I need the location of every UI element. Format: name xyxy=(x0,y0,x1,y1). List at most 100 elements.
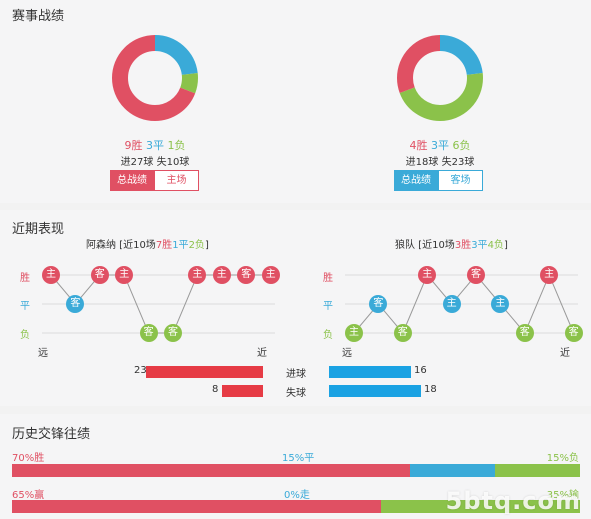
away-goals-for-value: 16 xyxy=(414,365,427,376)
home-form-node-10[interactable]: 主 xyxy=(261,266,280,284)
history-row1-loss-seg xyxy=(494,464,580,477)
away-form-node-3[interactable]: 客 xyxy=(393,324,412,342)
home-form-node-9[interactable]: 客 xyxy=(237,266,256,284)
history-row1-mid: 15%平 xyxy=(282,453,315,464)
home-tab-venue[interactable]: 主场 xyxy=(154,170,199,191)
home-goals-for-bar xyxy=(145,366,263,378)
section-title-history: 历史交锋往绩 xyxy=(12,427,91,442)
home-form-node-4[interactable]: 主 xyxy=(115,266,134,284)
home-goals-for-value: 23 xyxy=(134,365,147,376)
away-goals-for: 进18球 xyxy=(405,157,439,168)
home-row-win: 胜 xyxy=(20,273,30,284)
history-row2-mid: 0%走 xyxy=(284,490,310,501)
away-form-node-9[interactable]: 主 xyxy=(540,266,559,284)
home-losses: 1负 xyxy=(167,139,186,152)
home-recent-losses: 2负 xyxy=(188,240,205,251)
away-goals-against-bar xyxy=(329,385,421,397)
away-recent-draws: 3平 xyxy=(471,240,488,251)
away-form-node-6[interactable]: 客 xyxy=(467,266,485,284)
away-goals-for-bar xyxy=(329,366,411,378)
away-recent-end: ] xyxy=(503,240,508,251)
away-wins: 4胜 xyxy=(409,139,428,152)
away-form-node-2[interactable]: 客 xyxy=(369,295,388,313)
away-row-win: 胜 xyxy=(323,273,333,284)
home-team-label: 阿森纳 [近10场 xyxy=(86,240,156,251)
away-donut-loss-slice xyxy=(397,35,483,121)
history-row1-draw-seg xyxy=(409,464,495,477)
recent-panel: 近期表现 阿森纳 [近10场7胜1平2负] 狼队 [近10场3胜3平4负] 胜 … xyxy=(0,210,591,406)
overall-panel: 赛事战绩 9胜 3平 1负 进27球 失10球 总战绩 主场 4胜 3平 6负 … xyxy=(0,0,591,203)
history-row1-bar xyxy=(12,464,580,477)
away-tab-total[interactable]: 总战绩 xyxy=(394,170,438,191)
home-axis-near: 近 xyxy=(257,348,267,359)
away-donut-win-slice xyxy=(397,35,483,121)
home-form-node-8[interactable]: 主 xyxy=(212,266,231,284)
away-goals-against: 失23球 xyxy=(441,157,475,168)
away-row-draw: 平 xyxy=(323,301,333,312)
away-goals-against-value: 18 xyxy=(424,384,437,395)
home-form-node-3[interactable]: 客 xyxy=(90,266,109,284)
history-row2-right: 35%输 xyxy=(546,490,579,501)
home-donut-win-slice xyxy=(112,35,198,121)
home-form-node-2[interactable]: 客 xyxy=(66,295,85,313)
history-row2-win-seg xyxy=(12,500,382,513)
home-goals-against: 失10球 xyxy=(156,157,190,168)
home-form-node-5[interactable]: 客 xyxy=(139,324,158,342)
home-goals-for: 进27球 xyxy=(120,157,154,168)
away-form-node-8[interactable]: 客 xyxy=(515,324,534,342)
home-recent-end: ] xyxy=(204,240,209,251)
home-recent-draws: 1平 xyxy=(172,240,189,251)
home-tab-group: 总战绩 主场 xyxy=(110,170,199,191)
away-row-loss: 负 xyxy=(323,330,333,341)
home-form-node-1[interactable]: 主 xyxy=(42,266,60,284)
away-form-node-5[interactable]: 主 xyxy=(442,295,461,313)
away-recent-wins: 3胜 xyxy=(454,240,472,251)
away-form-node-7[interactable]: 主 xyxy=(491,295,510,313)
away-form-node-1[interactable]: 主 xyxy=(345,324,363,342)
home-goals: 进27球 失10球 xyxy=(75,153,235,168)
home-recent-wins: 7胜 xyxy=(155,240,173,251)
history-row1-win-seg xyxy=(12,464,410,477)
home-wins: 9胜 xyxy=(124,139,143,152)
home-row-loss: 负 xyxy=(20,330,30,341)
away-tab-venue[interactable]: 客场 xyxy=(438,170,483,191)
home-donut-chart xyxy=(112,35,198,121)
form-chart-lines xyxy=(42,273,578,334)
home-recent-header: 阿森纳 [近10场7胜1平2负] xyxy=(86,236,209,251)
away-goals: 进18球 失23球 xyxy=(360,153,520,168)
away-donut-chart xyxy=(397,35,483,121)
away-team-label: 狼队 [近10场 xyxy=(395,240,455,251)
history-row1-left: 70%胜 xyxy=(12,453,45,464)
away-tab-group: 总战绩 客场 xyxy=(394,170,483,191)
label-conceded: 失球 xyxy=(286,388,306,399)
away-form-line xyxy=(353,273,575,334)
away-axis-far: 远 xyxy=(342,348,352,359)
home-donut-loss-slice xyxy=(112,35,198,121)
history-row2-left: 65%赢 xyxy=(12,490,45,501)
section-title-recent: 近期表现 xyxy=(12,222,65,237)
away-recent-losses: 4负 xyxy=(487,240,504,251)
watermark: 5btq.com xyxy=(445,487,581,515)
away-record: 4胜 3平 6负 xyxy=(360,137,520,153)
away-draws: 3平 xyxy=(431,139,449,152)
home-axis-far: 远 xyxy=(38,348,48,359)
label-scored: 进球 xyxy=(286,369,306,380)
away-losses: 6负 xyxy=(452,139,471,152)
away-form-node-4[interactable]: 主 xyxy=(418,266,437,284)
history-row2-bar xyxy=(12,500,580,513)
history-row2-loss-seg xyxy=(381,500,580,513)
away-form-node-10[interactable]: 客 xyxy=(564,324,583,342)
home-row-draw: 平 xyxy=(20,301,30,312)
home-form-node-6[interactable]: 客 xyxy=(164,324,182,342)
history-panel: 历史交锋往绩 70%胜 15%平 15%负 65%赢 0%走 35%输 5btq… xyxy=(0,414,591,519)
home-record: 9胜 3平 1负 xyxy=(75,137,235,153)
away-axis-near: 近 xyxy=(560,348,570,359)
home-goals-against-value: 8 xyxy=(212,384,219,395)
history-row1-right: 15%负 xyxy=(546,453,579,464)
home-draws: 3平 xyxy=(146,139,164,152)
home-goals-against-bar xyxy=(222,385,263,397)
away-recent-header: 狼队 [近10场3胜3平4负] xyxy=(395,236,508,251)
home-form-node-7[interactable]: 主 xyxy=(188,266,207,284)
home-tab-total[interactable]: 总战绩 xyxy=(110,170,154,191)
section-title-overall: 赛事战绩 xyxy=(12,9,65,24)
